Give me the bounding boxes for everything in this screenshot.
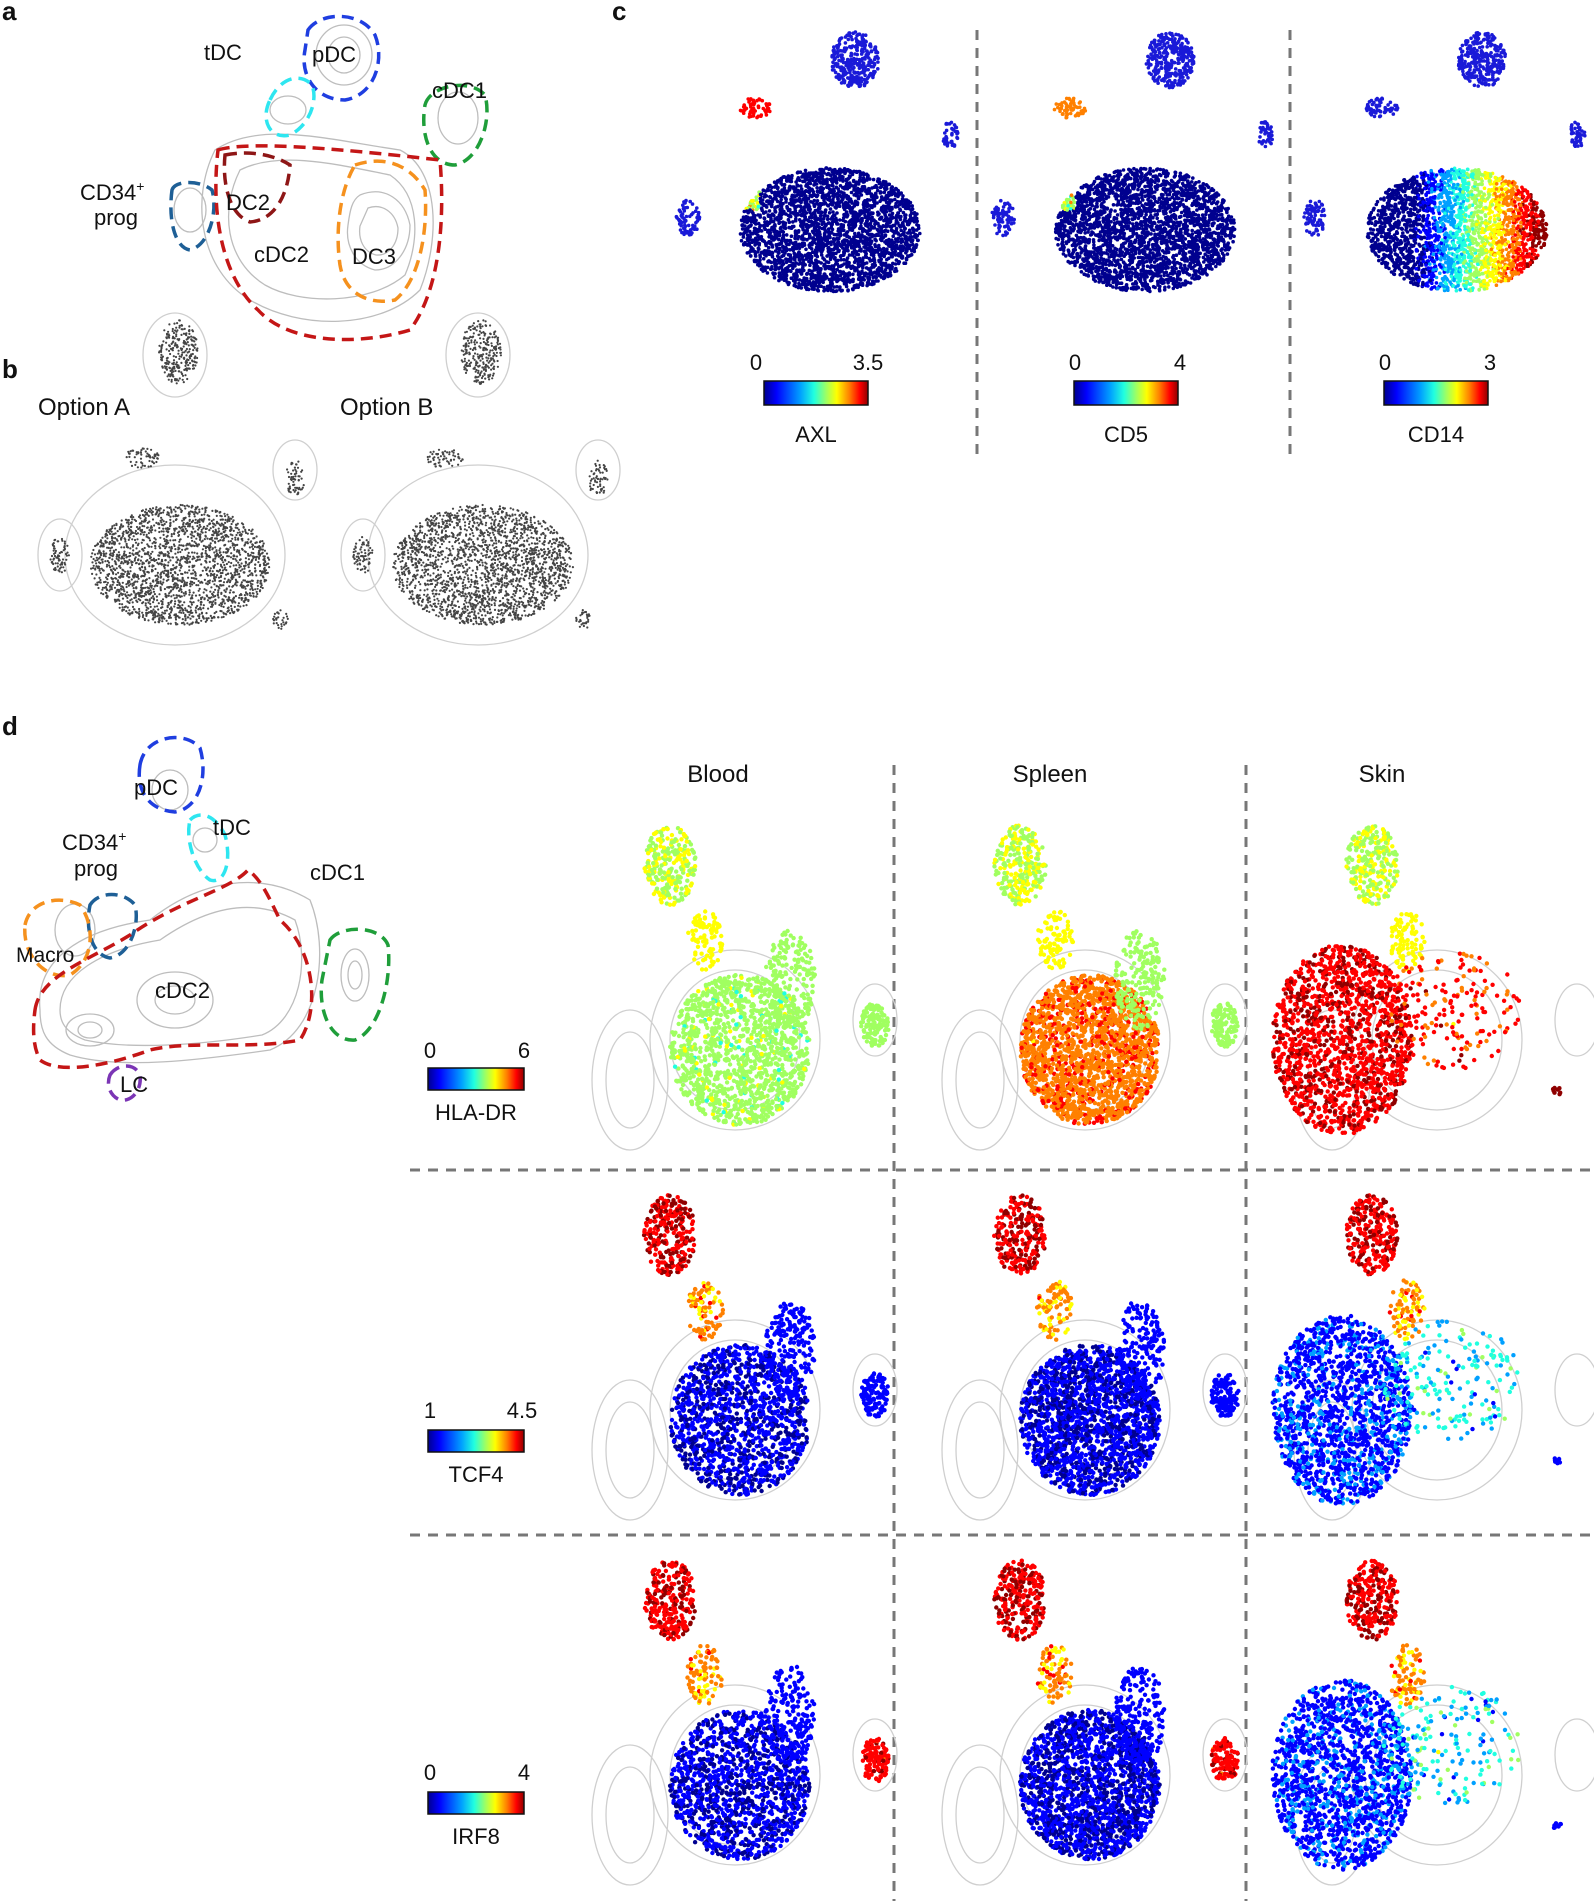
panel-d-gate-labels: pDC tDC CD34+ prog cDC1 Macro cDC2 LC bbox=[16, 775, 365, 1097]
panel-label-a: a bbox=[2, 0, 17, 26]
colorbar-irf8-max: 4 bbox=[518, 1760, 530, 1785]
panel-d: d pDC tDC CD34+ pro bbox=[2, 711, 1594, 1901]
tsne-spleen-hla-dr bbox=[942, 824, 1247, 1151]
gate-d-label-cd34-line2: prog bbox=[74, 856, 118, 881]
colorbar-tcf4-min: 1 bbox=[424, 1398, 436, 1423]
colorbar-tcf4-label: TCF4 bbox=[449, 1462, 504, 1487]
gate-label-cd34: CD34+ bbox=[80, 178, 144, 205]
colorbar-irf8: 0 4 IRF8 bbox=[424, 1760, 530, 1849]
tsne-cd14 bbox=[1302, 31, 1586, 293]
colorbar-tcf4: 1 4.5 TCF4 bbox=[424, 1398, 537, 1487]
tsne-grid bbox=[592, 824, 1594, 1886]
column-title-skin: Skin bbox=[1359, 761, 1406, 788]
colorbar-axl-label: AXL bbox=[795, 422, 837, 447]
colorbar-cd14-min: 0 bbox=[1379, 350, 1391, 375]
gate-label-dc3: DC3 bbox=[352, 244, 396, 269]
panel-label-d: d bbox=[2, 711, 18, 741]
panel-label-b: b bbox=[2, 354, 18, 384]
gate-d-label-lc: LC bbox=[120, 1072, 148, 1097]
colorbar-cd14: 0 3 CD14 bbox=[1379, 350, 1496, 447]
tsne-skin-hla-dr bbox=[1271, 824, 1594, 1150]
colorbar-cd14-label: CD14 bbox=[1408, 422, 1464, 447]
gate-dc3 bbox=[338, 161, 425, 301]
gate-d-label-cd34: CD34+ bbox=[62, 828, 126, 855]
colorbar-tcf4-max: 4.5 bbox=[507, 1398, 538, 1423]
gate-d-label-macro: Macro bbox=[16, 944, 74, 967]
column-title-blood: Blood bbox=[687, 761, 748, 788]
colorbar-cd14-max: 3 bbox=[1484, 350, 1496, 375]
gate-d-label-tdc: tDC bbox=[213, 815, 251, 840]
colorbar-cd5-label: CD5 bbox=[1104, 422, 1148, 447]
colorbar-hladr-min: 0 bbox=[424, 1038, 436, 1063]
tsne-option-b bbox=[341, 313, 620, 645]
tsne-blood-hla-dr bbox=[592, 826, 897, 1150]
colorbar-axl-min: 0 bbox=[750, 350, 762, 375]
panel-d-contours bbox=[40, 770, 369, 1063]
option-a-title: Option A bbox=[38, 394, 130, 421]
tsne-blood-tcf4 bbox=[592, 1193, 897, 1520]
tsne-spleen-tcf4 bbox=[942, 1193, 1247, 1520]
tsne-cd5 bbox=[991, 31, 1274, 293]
colorbar-hladr: 0 6 HLA-DR bbox=[424, 1038, 530, 1125]
gate-d-label-cdc2: cDC2 bbox=[155, 978, 210, 1003]
gate-d-label-cdc1: cDC1 bbox=[310, 860, 365, 885]
tsne-option-a bbox=[38, 313, 317, 645]
tsne-skin-irf8 bbox=[1271, 1559, 1594, 1885]
tsne-axl bbox=[675, 30, 960, 293]
colorbar-cd5-max: 4 bbox=[1174, 350, 1186, 375]
colorbar-cd5-min: 0 bbox=[1069, 350, 1081, 375]
colorbar-axl: 0 3.5 AXL bbox=[750, 350, 883, 447]
colorbar-irf8-min: 0 bbox=[424, 1760, 436, 1785]
gate-label-cdc1: cDC1 bbox=[432, 78, 487, 103]
colorbar-axl-max: 3.5 bbox=[853, 350, 884, 375]
panel-b: b Option A Option B bbox=[2, 313, 620, 645]
colorbar-irf8-label: IRF8 bbox=[452, 1824, 500, 1849]
panel-a-gate-labels: tDC pDC cDC1 CD34+ prog DC2 cDC2 DC3 bbox=[80, 40, 487, 269]
tsne-blood-irf8 bbox=[592, 1560, 897, 1885]
gate-d-cdc2 bbox=[34, 870, 312, 1067]
panel-c: c 0 3.5 AXL 0 4 CD5 0 3 CD14 bbox=[612, 0, 1587, 455]
gate-tdc bbox=[266, 78, 314, 136]
gate-d-label-pdc: pDC bbox=[134, 775, 178, 800]
tsne-skin-tcf4 bbox=[1271, 1193, 1594, 1520]
column-title-spleen: Spleen bbox=[1013, 761, 1088, 788]
colorbar-hladr-max: 6 bbox=[518, 1038, 530, 1063]
option-b-title: Option B bbox=[340, 394, 433, 421]
tsne-spleen-irf8 bbox=[942, 1559, 1247, 1886]
gate-d-cdc1 bbox=[321, 929, 389, 1040]
colorbar-hladr-label: HLA-DR bbox=[435, 1100, 517, 1125]
gate-label-cd34-line2: prog bbox=[94, 205, 138, 230]
colorbar-cd5: 0 4 CD5 bbox=[1069, 350, 1186, 447]
panel-label-c: c bbox=[612, 0, 626, 26]
gate-label-dc2: DC2 bbox=[226, 190, 270, 215]
gate-d-cd34 bbox=[88, 894, 136, 958]
gate-label-tdc: tDC bbox=[204, 40, 242, 65]
gate-cd34 bbox=[171, 183, 214, 251]
gate-label-cdc2: cDC2 bbox=[254, 242, 309, 267]
panel-d-gates bbox=[25, 738, 389, 1101]
panel-a: a tDC pDC cDC1 CD34+ prog D bbox=[2, 0, 487, 340]
panel-a-contours bbox=[174, 25, 478, 321]
gate-label-pdc: pDC bbox=[312, 42, 356, 67]
